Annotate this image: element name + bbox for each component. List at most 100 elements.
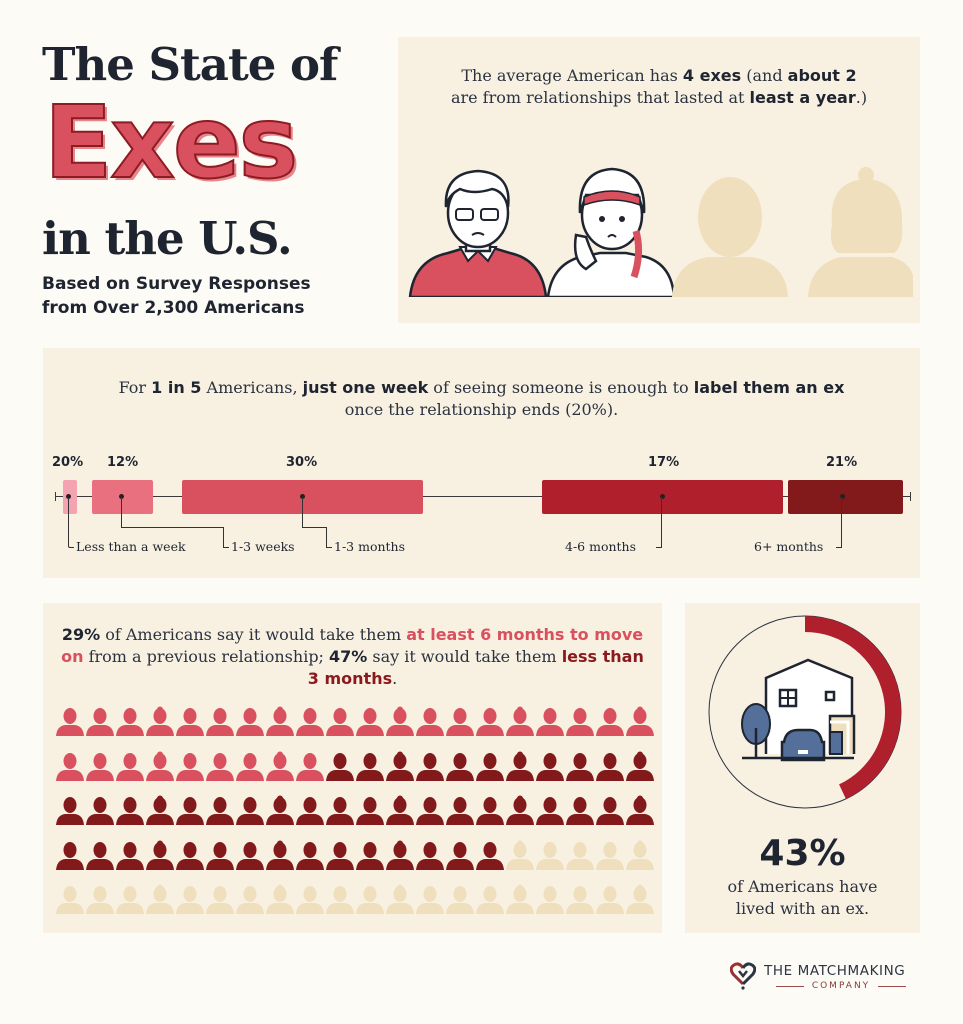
subtitle-line-1: Based on Survey Responses <box>42 274 311 294</box>
person-icon-other <box>506 884 534 914</box>
pct-less-than-week: 20% <box>52 455 84 470</box>
label-1-3-weeks: 1-3 weeks <box>231 539 295 554</box>
emphasis-text: less than 3 months <box>307 647 644 688</box>
person-icon-6-months-plus <box>446 708 474 736</box>
logo-sub: COMPANY <box>811 981 871 991</box>
person-icon-other <box>236 886 264 914</box>
person-icon-6-months-plus <box>56 752 84 781</box>
person-icon-6-months-plus <box>146 751 174 781</box>
statement-text: once the relationship ends (20%). <box>344 400 619 419</box>
title-exes: Exes <box>43 84 299 201</box>
person-icon-6-months-plus <box>476 708 504 736</box>
pct-6-plus-months: 21% <box>826 455 858 470</box>
statement-text: from a previous relationship; <box>83 647 330 666</box>
person-icon-6-months-plus <box>236 752 264 781</box>
timeline-statement: For 1 in 5 Americans, just one week of s… <box>113 377 850 421</box>
person-icon-6-months-plus <box>626 706 654 736</box>
label-less-than-week: Less than a week <box>76 539 186 554</box>
person-icon-other <box>536 886 564 914</box>
person-icon-6-months-plus <box>206 708 234 736</box>
statement-text: (and <box>741 66 788 85</box>
statement-text: The average American has <box>461 66 683 85</box>
person-icon-under-3-months <box>446 841 474 870</box>
dot-2 <box>119 494 124 499</box>
person-icon-under-3-months <box>536 752 564 781</box>
title-line-3: in the U.S. <box>42 212 293 265</box>
person-icon-under-3-months <box>326 797 354 825</box>
person-icon-under-3-months <box>266 795 294 825</box>
person-icon-under-3-months <box>56 841 84 870</box>
axis-start-tick <box>55 492 56 501</box>
person-icon-under-3-months <box>596 797 624 825</box>
person-icon-other <box>386 884 414 914</box>
pct-1-3-months: 30% <box>286 455 318 470</box>
pct-1-3-weeks: 12% <box>107 455 139 470</box>
person-icon-other <box>536 841 564 870</box>
timeline-panel: For 1 in 5 Americans, just one week of s… <box>43 348 920 578</box>
moveon-panel: 29% of Americans say it would take them … <box>43 603 662 933</box>
person-icon-under-3-months <box>236 797 264 825</box>
person-icon-other <box>596 841 624 870</box>
person-icon-under-3-months <box>146 840 174 870</box>
label-1-3-months: 1-3 months <box>334 539 406 554</box>
person-icon-other <box>356 886 384 914</box>
person-icon-under-3-months <box>356 752 384 781</box>
person-icon-under-3-months <box>626 751 654 781</box>
person-icon-under-3-months <box>206 797 234 825</box>
exes-panel: The average American has 4 exes (and abo… <box>398 37 920 323</box>
person-icon-other <box>596 886 624 914</box>
emphasis-text: at least 6 months to move on <box>61 625 644 666</box>
dot-5 <box>840 494 845 499</box>
person-icon-under-3-months <box>506 751 534 781</box>
house-car-tree-icon <box>741 658 856 762</box>
person-icon-other <box>566 841 594 870</box>
emphasis-text: just one week <box>302 378 429 397</box>
person-icon-under-3-months <box>566 752 594 781</box>
person-icon-other <box>176 886 204 914</box>
timeline-axis <box>55 496 910 497</box>
statement-text: are from relationships that lasted at <box>450 88 750 107</box>
lived-caption-line-1: of Americans have <box>727 877 878 896</box>
person-icon-other <box>416 886 444 914</box>
statement-text: For <box>118 378 152 397</box>
person-icon-6-months-plus <box>296 752 324 781</box>
person-icon-6-months-plus <box>266 751 294 781</box>
logo-name: THE MATCHMAKING <box>764 963 906 979</box>
person-icon-under-3-months <box>326 841 354 870</box>
title-line-1: The State of <box>42 38 338 91</box>
person-icon-under-3-months <box>626 795 654 825</box>
label-4-6-months: 4-6 months <box>565 539 637 554</box>
person-icon-6-months-plus <box>416 708 444 736</box>
person-icon-under-3-months <box>116 841 144 870</box>
logo-divider-right <box>878 986 906 987</box>
statement-text: .) <box>855 88 868 107</box>
dot-3 <box>300 494 305 499</box>
person-icon-under-3-months <box>236 841 264 870</box>
person-icon-under-3-months <box>176 841 204 870</box>
person-icon-6-months-plus <box>146 706 174 736</box>
person-icon-other <box>266 884 294 914</box>
leader-5 <box>836 497 842 548</box>
person-icon-under-3-months <box>416 752 444 781</box>
person-icon-other <box>56 886 84 914</box>
woman-braid-icon <box>546 167 676 297</box>
emphasis-text: least a year <box>749 88 856 107</box>
people-pictogram <box>55 706 655 929</box>
person-icon-6-months-plus <box>566 708 594 736</box>
person-icon-other <box>326 886 354 914</box>
lived-caption-line-2: lived with an ex. <box>735 899 870 918</box>
person-icon-under-3-months <box>506 795 534 825</box>
statement-text: of seeing someone is enough to <box>428 378 694 397</box>
person-icon-under-3-months <box>326 752 354 781</box>
person-icon-6-months-plus <box>206 752 234 781</box>
emphasis-text: 4 exes <box>682 66 742 85</box>
person-icon-under-3-months <box>416 797 444 825</box>
person-icon-under-3-months <box>476 752 504 781</box>
person-icon-other <box>626 840 654 870</box>
person-icon-other <box>446 886 474 914</box>
person-icon-under-3-months <box>416 841 444 870</box>
exes-statement: The average American has 4 exes (and abo… <box>448 65 870 109</box>
lived-donut <box>708 615 902 809</box>
statement-text: . <box>392 669 398 688</box>
axis-end-tick <box>910 492 911 501</box>
